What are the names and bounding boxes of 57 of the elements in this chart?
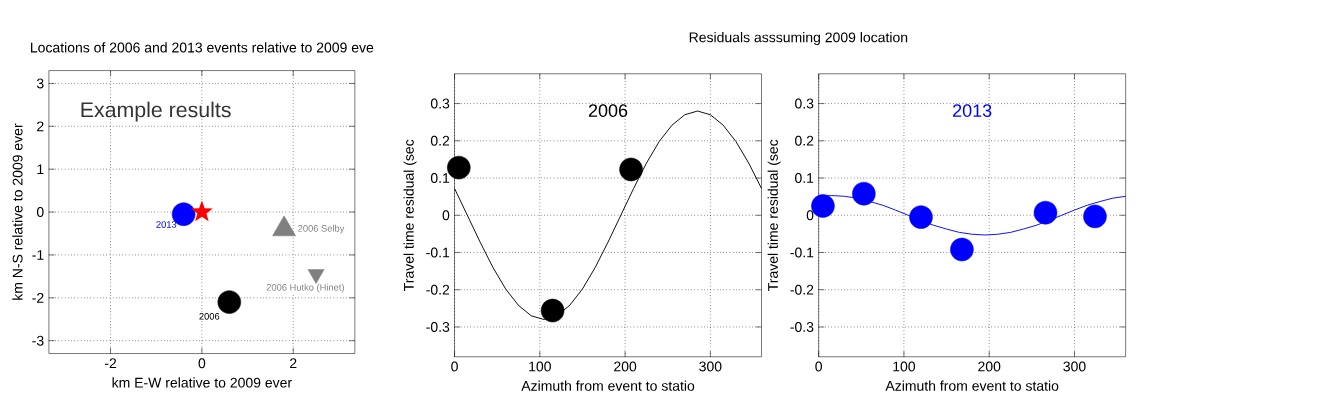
y-tick-label: 0.1: [430, 172, 450, 183]
y-tick-label: -0.3: [790, 321, 814, 332]
text: 2013: [953, 104, 992, 117]
point: [619, 157, 643, 182]
x-tick-label: 0: [198, 358, 206, 369]
point: [540, 298, 565, 323]
x-tick-label: 200: [614, 361, 637, 372]
y-tick-label: 0: [806, 210, 814, 221]
point: [852, 181, 876, 206]
point: [217, 290, 242, 314]
series-label: 2006 Selby: [298, 224, 345, 234]
point: [1033, 200, 1058, 225]
y-tick-label: 1: [37, 164, 44, 174]
point: [950, 237, 974, 262]
point: [1083, 204, 1107, 228]
y-tick-label: -1: [32, 250, 44, 260]
x-tick-label: 300: [1063, 361, 1086, 372]
y-tick-label: 0.1: [795, 172, 814, 183]
y-tick-label: -0.1: [426, 247, 450, 258]
y-axis-title: km N-S relative to 2009 ever: [12, 123, 23, 300]
y-tick-label: 0.3: [430, 98, 450, 109]
y-tick-label: 0: [36, 206, 44, 217]
y-axis-title: Travel time residual (sec: [767, 139, 781, 291]
y-tick-label: -0.1: [790, 247, 814, 258]
annotation: Example results: [81, 101, 231, 122]
point: [447, 155, 471, 180]
y-tick-label: -2: [32, 292, 44, 303]
y-tick-label: 2: [37, 121, 44, 132]
x-axis-title: Azimuth from event to statio: [521, 380, 695, 391]
text: 2006: [588, 104, 628, 117]
chart-title: Locations of 2006 and 2013 events relative to 2009 eve: [31, 42, 374, 53]
y-tick-label: 0: [442, 210, 450, 221]
x-tick-label: 300: [699, 361, 722, 372]
y-tick-label: -0.2: [426, 284, 450, 295]
y-tick-label: 0.2: [430, 135, 450, 146]
y-tick-label: 3: [36, 78, 44, 89]
x-tick-label: 0: [815, 361, 822, 372]
series-label: 2006 Hutko (Hinet): [266, 283, 344, 293]
x-tick-label: 200: [978, 361, 1001, 372]
text: Residuals asssuming 2009 location: [689, 31, 908, 45]
x-tick-label: 2: [290, 358, 297, 368]
series-label: 2013: [156, 221, 177, 228]
y-tick-label: -0.2: [790, 284, 814, 295]
y-tick-label: 0.3: [795, 98, 814, 109]
x-tick-label: 100: [529, 361, 551, 372]
x-tick-label: 0: [451, 361, 458, 372]
point: [190, 200, 213, 222]
y-tick-label: -0.3: [426, 321, 450, 332]
y-tick-label: 0.2: [795, 135, 814, 146]
point: [909, 205, 933, 229]
x-axis-title: Azimuth from event to statio: [885, 380, 1059, 391]
x-axis-title: km E-W relative to 2009 ever: [112, 377, 292, 388]
series-label: 2006: [199, 312, 220, 320]
x-tick-label: 100: [893, 361, 916, 372]
y-axis-title: Travel time residual (sec: [403, 139, 417, 291]
y-tick-label: -3: [32, 335, 44, 346]
x-tick-label: -2: [104, 358, 117, 368]
